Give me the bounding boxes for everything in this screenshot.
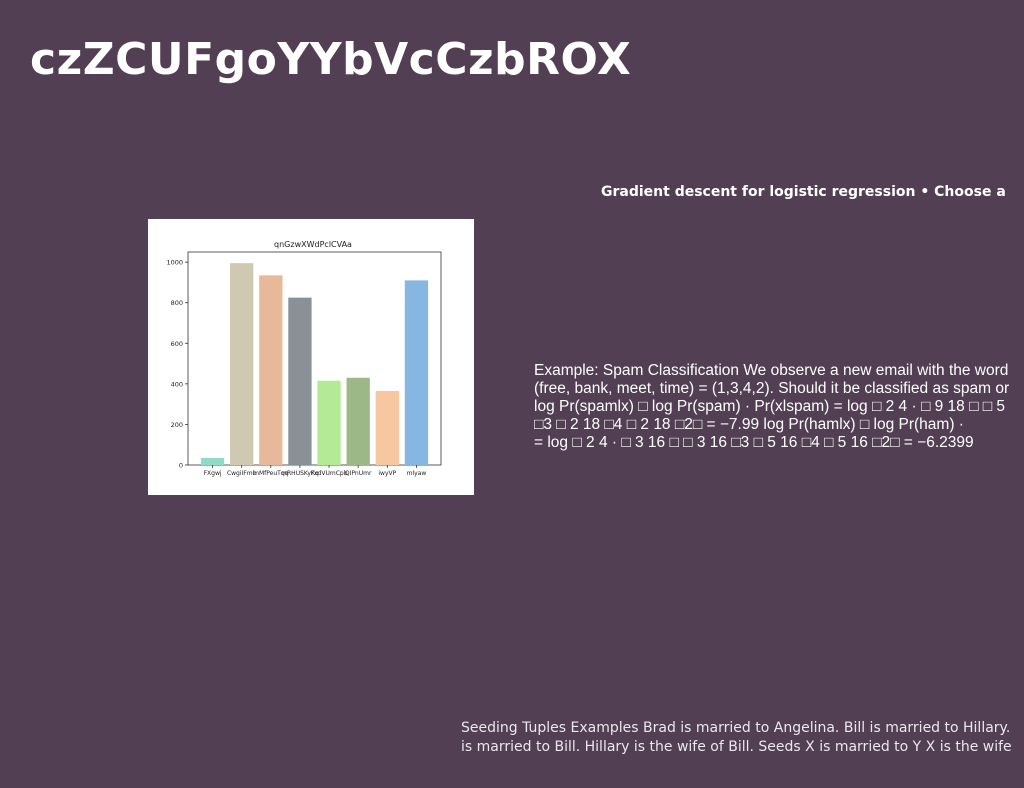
x-tick-label: mRHUSKyKq	[281, 470, 319, 477]
plot-frame	[187, 251, 442, 466]
y-tick-label: 0	[179, 462, 183, 470]
bar-FxdVUmCpb	[317, 380, 341, 465]
footer-text: Seeding Tuples Examples Brad is married …	[461, 719, 1024, 757]
y-tick-label: 1000	[166, 259, 183, 267]
y-tick-label: 600	[171, 340, 183, 348]
bar-mRHUSKyKq	[288, 297, 312, 465]
paragraph-line: □3 □ 2 18 □4 □ 2 18 □2□ = −7.99 log Pr(h…	[534, 416, 964, 433]
x-tick-label: FXgwj	[204, 470, 222, 477]
bar-iwyVP	[375, 390, 399, 465]
x-tick-label: CwgiIFmb	[227, 470, 257, 477]
bar-QIPnUmr	[346, 377, 370, 465]
slide-title: czZCUFgoYYbVcCzbROX	[30, 34, 632, 85]
footer-line: is married to Bill. Hillary is the wife …	[461, 739, 1012, 755]
y-tick-label: 400	[171, 380, 183, 388]
x-tick-label: iwyVP	[378, 470, 396, 477]
paragraph-line: Example: Spam Classification We observe …	[534, 362, 1009, 379]
bar-mMfPeuTqq	[259, 275, 283, 465]
slide-subtitle: Gradient descent for logistic regression…	[601, 184, 1006, 200]
y-tick-label: 200	[171, 421, 183, 429]
x-tick-label: FxdVUmCpb	[311, 470, 348, 477]
bar-chart-card: qnGzwXWdPclCVAa 0 200 400 600 800 1000 FXgwj C…	[148, 219, 474, 495]
x-tick-label: mIyaw	[407, 470, 427, 477]
x-tick-label: QIPnUmr	[345, 470, 372, 477]
bar-mIyaw	[404, 280, 429, 465]
bar-chart: qnGzwXWdPclCVAa 0 200 400 600 800 1000 FXgwj C…	[166, 240, 442, 477]
paragraph-line: log Pr(spamlx) □ log Pr(spam) · Pr(xlspa…	[534, 398, 1006, 415]
paragraph-line: (free, bank, meet, time) = (1,3,4,2). Sh…	[534, 380, 1010, 397]
footer-line: Seeding Tuples Examples Brad is married …	[461, 720, 1011, 736]
y-tick-label: 800	[171, 299, 183, 307]
example-paragraph: Example: Spam Classification We observe …	[534, 362, 1024, 452]
bar-CwgiIFmb	[230, 263, 254, 465]
paragraph-line: = log □ 2 4 · □ 3 16 □ □ 3 16 □3 □ 5 16 …	[534, 434, 974, 451]
x-tick-label: mMfPeuTqq	[253, 470, 289, 477]
chart-title: qnGzwXWdPclCVAa	[274, 240, 352, 249]
bar-FXgwj	[200, 457, 225, 465]
